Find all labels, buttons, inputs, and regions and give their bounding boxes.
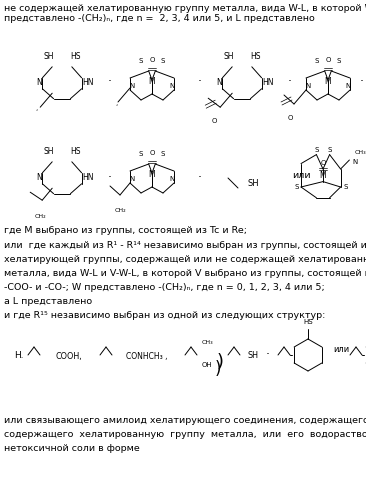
- Text: не содержащей хелатированную группу металла, вида W-L, в которой W: не содержащей хелатированную группу мета…: [4, 4, 366, 13]
- Text: M: M: [320, 171, 326, 180]
- Text: S: S: [328, 147, 332, 153]
- Text: S: S: [294, 184, 299, 190]
- Text: HS: HS: [70, 52, 81, 62]
- Text: -COO- и -CO-; W представлено -(CH₂)ₙ, где n = 0, 1, 2, 3, 4 или 5;: -COO- и -CO-; W представлено -(CH₂)ₙ, гд…: [4, 283, 325, 292]
- Text: SH: SH: [43, 148, 53, 156]
- Text: ): ): [217, 353, 224, 371]
- Text: ʼ: ʼ: [35, 110, 37, 116]
- Text: ·: ·: [288, 76, 292, 88]
- Text: CONHCH₃ ,: CONHCH₃ ,: [126, 352, 168, 360]
- Text: M: M: [149, 170, 155, 179]
- Text: и где R¹⁵ независимо выбран из одной из следующих структур:: и где R¹⁵ независимо выбран из одной из …: [4, 311, 326, 320]
- Text: N: N: [36, 78, 42, 86]
- Text: O: O: [287, 115, 293, 121]
- Text: ʼ: ʼ: [115, 105, 117, 111]
- Text: N: N: [169, 176, 175, 182]
- Text: ·: ·: [198, 76, 202, 88]
- Text: или: или: [333, 346, 349, 354]
- Text: CH₃: CH₃: [202, 340, 214, 345]
- Text: N: N: [36, 172, 42, 182]
- Text: O: O: [325, 57, 331, 63]
- Text: или: или: [292, 170, 311, 179]
- Text: N: N: [130, 176, 135, 182]
- Text: SH: SH: [248, 178, 259, 188]
- Text: ·: ·: [198, 172, 202, 184]
- Text: CH₃: CH₃: [355, 150, 366, 156]
- Text: S: S: [161, 58, 165, 64]
- Text: HS: HS: [70, 148, 81, 156]
- Text: O: O: [149, 57, 155, 63]
- Text: SH: SH: [248, 352, 259, 360]
- Text: S: S: [139, 58, 143, 64]
- Text: или связывающего амилоид хелатирующего соединения, содержащего или не: или связывающего амилоид хелатирующего с…: [4, 416, 366, 425]
- Text: HS: HS: [250, 52, 261, 62]
- Text: S: S: [139, 151, 143, 157]
- Text: M: M: [149, 77, 155, 86]
- Text: O: O: [149, 150, 155, 156]
- Text: HN: HN: [262, 78, 274, 86]
- Text: S: S: [337, 58, 341, 64]
- Text: ): ): [215, 360, 221, 378]
- Text: N: N: [345, 83, 350, 89]
- Text: содержащего  хелатированную  группу  металла,  или  его  водорастворимой: содержащего хелатированную группу металл…: [4, 430, 366, 439]
- Text: HN: HN: [82, 78, 94, 86]
- Text: S: S: [315, 58, 319, 64]
- Text: ·: ·: [108, 76, 112, 88]
- Text: O: O: [212, 118, 217, 124]
- Text: ·: ·: [360, 76, 364, 88]
- Text: или  где каждый из R¹ - R¹⁴ независимо выбран из группы, состоящей из: или где каждый из R¹ - R¹⁴ независимо вы…: [4, 241, 366, 250]
- Text: представлено -(CH₂)ₙ, где n =  2, 3, 4 или 5, и L представлено: представлено -(CH₂)ₙ, где n = 2, 3, 4 ил…: [4, 14, 315, 23]
- Text: S: S: [314, 147, 318, 153]
- Text: S: S: [344, 184, 348, 190]
- Text: HN: HN: [82, 172, 94, 182]
- Text: ·: ·: [266, 348, 270, 362]
- Text: SH: SH: [43, 52, 53, 62]
- Text: HS: HS: [303, 319, 313, 325]
- Text: CH₂: CH₂: [34, 214, 46, 218]
- Text: M: M: [325, 77, 331, 86]
- Text: H.: H.: [14, 350, 23, 360]
- Text: OH: OH: [202, 362, 213, 368]
- Text: N: N: [130, 83, 135, 89]
- Text: N: N: [306, 83, 311, 89]
- Text: N: N: [353, 159, 358, 165]
- Text: металла, вида W-L и V-W-L, в которой V выбрано из группы, состоящей из: металла, вида W-L и V-W-L, в которой V в…: [4, 269, 366, 278]
- Text: N: N: [169, 83, 175, 89]
- Text: ·: ·: [108, 172, 112, 184]
- Text: COOH,: COOH,: [55, 352, 82, 360]
- Text: S: S: [161, 151, 165, 157]
- Text: нетоксичной соли в форме: нетоксичной соли в форме: [4, 444, 140, 453]
- Text: хелатирующей группы, содержащей или не содержащей хелатированный ион: хелатирующей группы, содержащей или не с…: [4, 255, 366, 264]
- Text: где M выбрано из группы, состоящей из Tc и Re;: где M выбрано из группы, состоящей из Tc…: [4, 226, 247, 235]
- Text: O: O: [320, 160, 326, 166]
- Text: а L представлено: а L представлено: [4, 297, 93, 306]
- Text: N: N: [216, 78, 222, 86]
- Text: CH₂: CH₂: [114, 208, 126, 214]
- Text: SH: SH: [223, 52, 234, 62]
